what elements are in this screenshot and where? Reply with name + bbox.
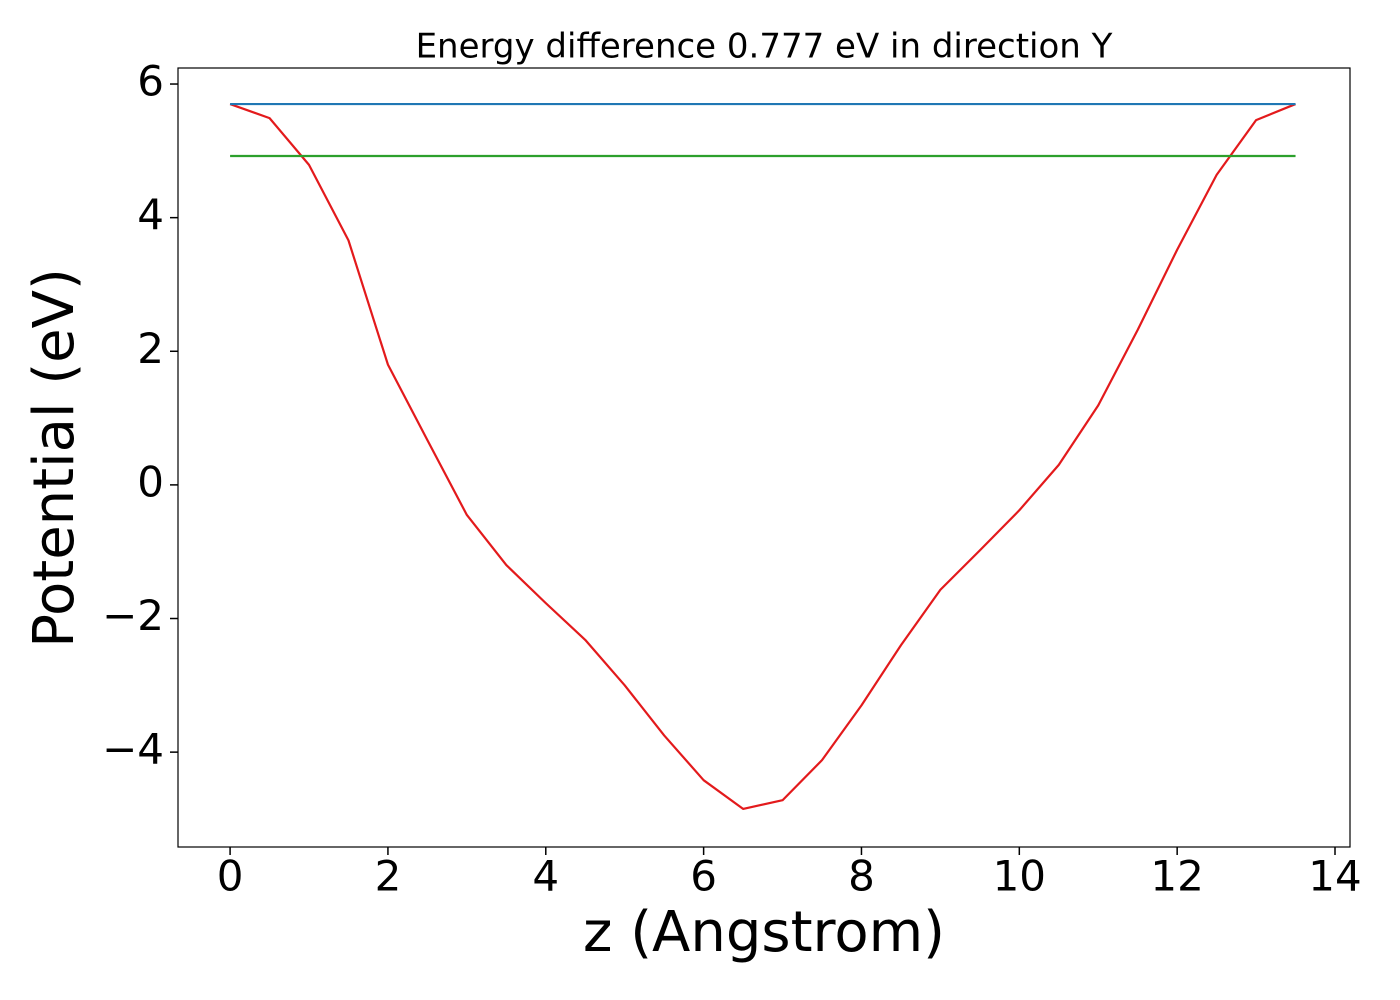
y-tick-label: 4 — [137, 190, 164, 239]
x-tick-label: 12 — [1150, 852, 1203, 901]
y-tick-label: 6 — [137, 57, 164, 106]
chart-title: Energy difference 0.777 eV in direction … — [416, 27, 1113, 67]
y-axis-label: Potential (eV) — [22, 268, 87, 648]
y-tick-label: −2 — [102, 591, 164, 640]
x-tick-label: 6 — [690, 852, 717, 901]
x-tick-label: 8 — [848, 852, 875, 901]
x-tick-label: 0 — [217, 852, 244, 901]
series-line — [229, 103, 1296, 811]
x-tick-label: 14 — [1308, 852, 1361, 901]
y-tick-label: 0 — [137, 457, 164, 506]
x-tick-label: 10 — [993, 852, 1046, 901]
y-tick-label: −4 — [102, 725, 164, 774]
plot-frame — [177, 67, 1351, 848]
y-tick-label: 2 — [137, 324, 164, 373]
x-axis-label: z (Angstrom) — [583, 900, 945, 965]
x-tick-label: 4 — [532, 852, 559, 901]
x-tick-label: 2 — [375, 852, 402, 901]
